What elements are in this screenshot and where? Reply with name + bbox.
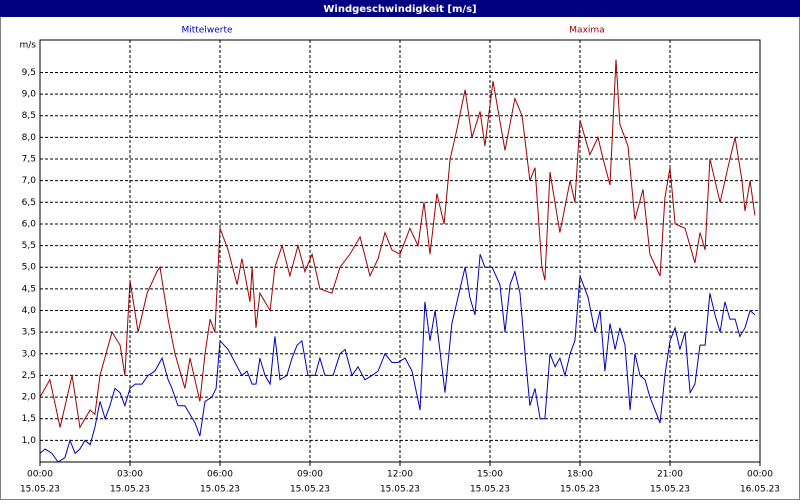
x-tick-date: 15.05.23 bbox=[470, 485, 510, 495]
x-tick-date: 15.05.23 bbox=[650, 485, 690, 495]
y-tick-label: 1,5 bbox=[22, 414, 36, 424]
y-tick-label: 5,0 bbox=[22, 263, 37, 273]
y-tick-label: 8,5 bbox=[22, 111, 36, 121]
x-tick-label: 00:00 bbox=[27, 470, 53, 480]
y-tick-label: 4,5 bbox=[22, 284, 36, 294]
y-tick-label: 6,0 bbox=[22, 219, 37, 229]
y-tick-label: 2,5 bbox=[22, 371, 36, 381]
x-tick-date: 15.05.23 bbox=[560, 485, 600, 495]
x-tick-label: 15:00 bbox=[477, 470, 503, 480]
y-tick-label: 6,5 bbox=[22, 198, 36, 208]
y-axis-label: m/s bbox=[20, 41, 37, 51]
x-tick-label: 00:00 bbox=[747, 470, 773, 480]
x-tick-label: 03:00 bbox=[117, 470, 143, 480]
x-tick-label: 06:00 bbox=[207, 470, 233, 480]
y-tick-label: 5,5 bbox=[22, 241, 36, 251]
y-tick-label: 3,5 bbox=[22, 328, 36, 338]
chart-title: Windgeschwindigkeit [m/s] bbox=[323, 4, 476, 15]
x-tick-date: 15.05.23 bbox=[20, 485, 60, 495]
x-tick-label: 21:00 bbox=[657, 470, 683, 480]
x-tick-date: 15.05.23 bbox=[380, 485, 420, 495]
legend-label: Maxima bbox=[569, 26, 604, 36]
y-tick-label: 9,0 bbox=[22, 90, 37, 100]
x-tick-date: 15.05.23 bbox=[110, 485, 150, 495]
y-tick-label: 3,0 bbox=[22, 349, 37, 359]
y-tick-label: 2,0 bbox=[22, 393, 37, 403]
y-tick-label: 8,0 bbox=[22, 133, 37, 143]
y-tick-label: 9,5 bbox=[22, 68, 36, 78]
x-tick-label: 18:00 bbox=[567, 470, 593, 480]
x-tick-label: 09:00 bbox=[297, 470, 323, 480]
x-tick-date: 16.05.23 bbox=[740, 485, 780, 495]
y-tick-label: 7,0 bbox=[22, 176, 37, 186]
legend-label: Mittelwerte bbox=[181, 26, 232, 36]
data-line bbox=[39, 59, 756, 429]
y-tick-label: 7,5 bbox=[22, 155, 36, 165]
x-tick-date: 15.05.23 bbox=[200, 485, 240, 495]
title-bar bbox=[0, 0, 800, 17]
y-tick-label: 4,0 bbox=[22, 306, 37, 316]
x-tick-label: 12:00 bbox=[387, 470, 413, 480]
x-tick-date: 15.05.23 bbox=[290, 485, 330, 495]
y-tick-label: 1,0 bbox=[22, 436, 37, 446]
data-line bbox=[39, 254, 756, 463]
